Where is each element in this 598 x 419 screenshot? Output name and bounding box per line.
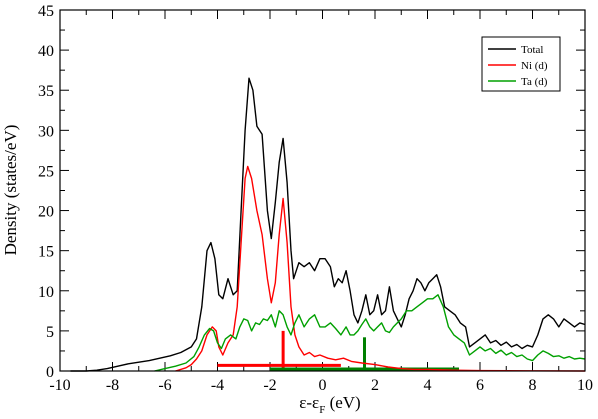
- y-tick-label: 35: [38, 83, 54, 100]
- x-tick-label: -4: [211, 377, 224, 394]
- x-axis-label-subscript: F: [319, 404, 325, 416]
- x-tick-label: -8: [106, 377, 119, 394]
- x-tick-label: 4: [424, 377, 432, 394]
- x-tick-label: 2: [371, 377, 379, 394]
- y-tick-label: 40: [38, 43, 54, 60]
- total-line: [70, 77, 586, 372]
- legend-box: [481, 36, 561, 92]
- legend-label-ni-d: Ni (d): [521, 60, 548, 72]
- y-tick-label: 0: [46, 364, 54, 381]
- y-tick-label: 15: [38, 244, 54, 261]
- x-tick-label: 0: [319, 377, 327, 394]
- x-tick-label: 8: [529, 377, 537, 394]
- x-tick-label: 10: [577, 377, 593, 394]
- y-tick-label: 10: [38, 284, 54, 301]
- y-tick-label: 25: [38, 163, 54, 180]
- legend: Total Ni (d) Ta (d): [481, 36, 561, 92]
- series-layer: [70, 77, 586, 372]
- legend-label-total: Total: [521, 44, 543, 56]
- x-axis-label-main: ε-ε: [299, 393, 319, 412]
- markers-layer: [217, 330, 459, 371]
- ticks-layer: -10 -8 -6 -4 -2 0 2 4 6 8 10 0 5 10 15 20 25 30 35 40 45: [38, 3, 593, 394]
- legend-label-ta-d: Ta (d): [521, 76, 548, 88]
- x-tick-label: 6: [476, 377, 484, 394]
- x-tick-label: -6: [158, 377, 171, 394]
- y-tick-label: 20: [38, 204, 54, 221]
- y-axis-label: Density (states/eV): [1, 125, 20, 256]
- x-axis-label: ε-εF (eV): [299, 393, 360, 416]
- plot-frame: [59, 9, 586, 372]
- x-tick-label: -10: [49, 377, 70, 394]
- y-tick-label: 30: [38, 123, 54, 140]
- y-tick-label: 45: [38, 3, 54, 20]
- x-tick-label: -2: [263, 377, 276, 394]
- y-tick-label: 5: [46, 324, 54, 341]
- x-axis-label-unit: (eV): [325, 393, 360, 412]
- ni-d-line: [175, 165, 586, 372]
- ta-d-line: [154, 294, 586, 372]
